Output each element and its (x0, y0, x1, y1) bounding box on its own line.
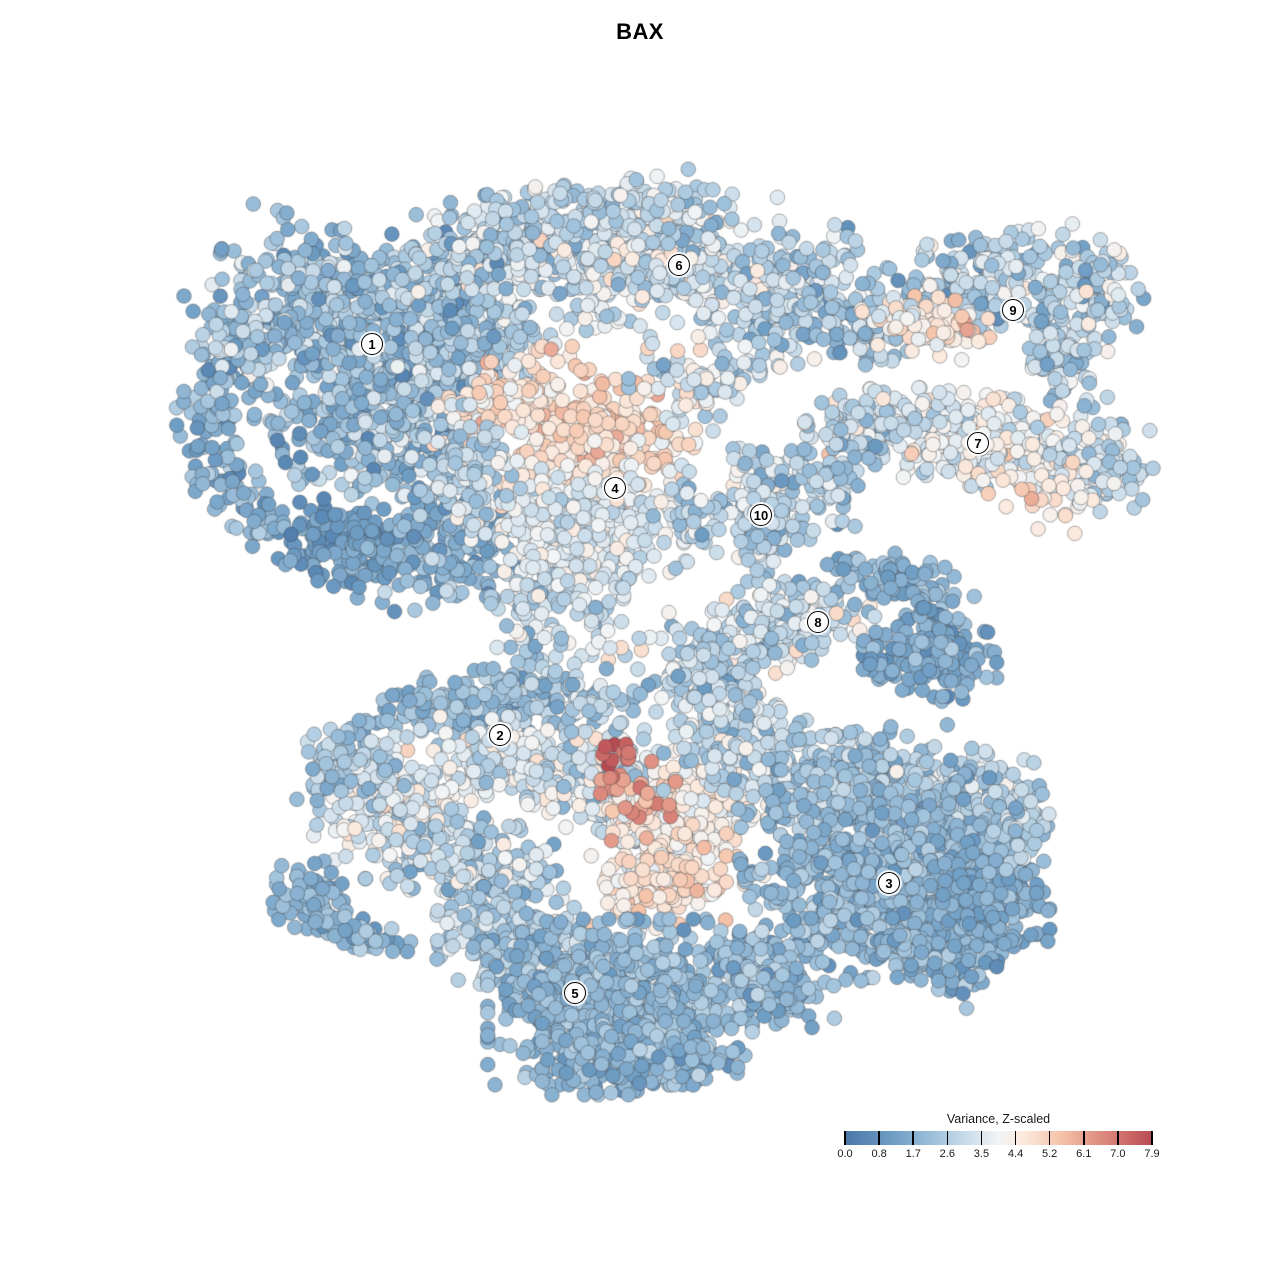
cluster-label-6: 6 (668, 254, 690, 276)
legend-colorbar (844, 1131, 1153, 1145)
cluster-label-9: 9 (1002, 299, 1024, 321)
legend-title: Variance, Z-scaled (946, 1112, 1051, 1126)
legend-tick-label: 0.0 (837, 1148, 853, 1160)
legend-tick-label: 6.1 (1076, 1148, 1092, 1160)
legend-tick (1117, 1131, 1119, 1145)
cluster-label-5: 5 (564, 982, 586, 1004)
cluster-label-8: 8 (807, 611, 829, 633)
legend-tick-label: 1.7 (905, 1148, 921, 1160)
legend-tick-labels: 0.0 0.8 1.7 2.6 3.5 4.4 5.2 6.1 7.0 7.9 (837, 1148, 1159, 1164)
legend-tick-label: 0.8 (871, 1148, 887, 1160)
legend-tick-label: 7.9 (1144, 1148, 1160, 1160)
legend-tick (946, 1131, 949, 1145)
legend-tick (844, 1131, 846, 1145)
legend-tick-label: 5.2 (1042, 1148, 1058, 1160)
legend-tick (980, 1131, 983, 1145)
legend-tick (1014, 1131, 1017, 1145)
cluster-label-1: 1 (361, 333, 383, 355)
legend-tick-label: 2.6 (939, 1148, 955, 1160)
legend-tick (878, 1131, 880, 1145)
cluster-label-7: 7 (967, 432, 989, 454)
cluster-label-2: 2 (489, 724, 511, 746)
legend-tick (1048, 1131, 1051, 1145)
legend-tick (1151, 1131, 1153, 1145)
cluster-label-10: 10 (750, 504, 772, 526)
legend-tick (1083, 1131, 1085, 1145)
legend-tick-label: 7.0 (1110, 1148, 1126, 1160)
legend: Variance, Z-scaled 0.0 0.8 1.7 2.6 3.5 4.4 5.2… (837, 1112, 1159, 1164)
legend-tick (912, 1131, 914, 1145)
cluster-label-4: 4 (604, 477, 626, 499)
legend-tick-label: 3.5 (973, 1148, 990, 1160)
cluster-label-3: 3 (878, 872, 900, 894)
legend-tick-label: 4.4 (1007, 1148, 1024, 1160)
